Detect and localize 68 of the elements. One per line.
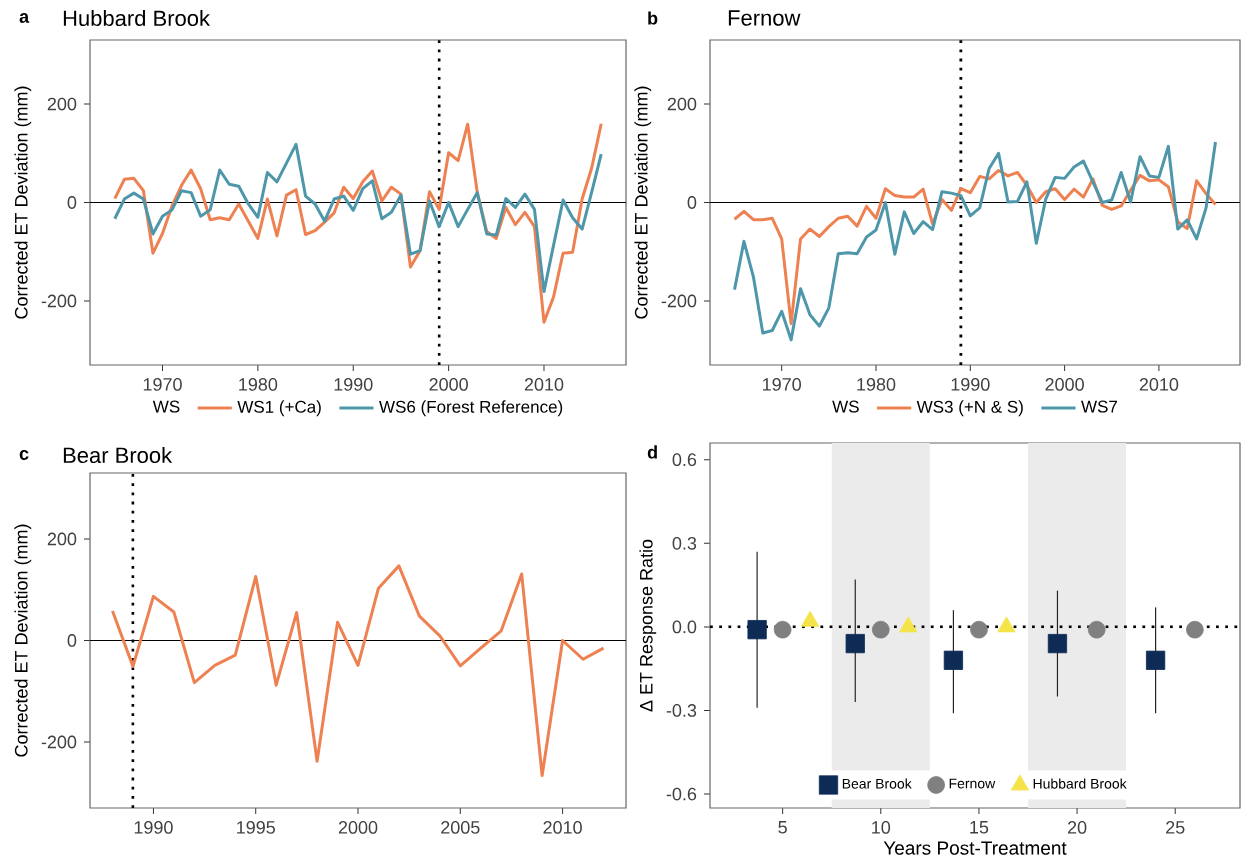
- x-tick-label: 2000: [338, 821, 378, 834]
- legend-label: WS3 (+N & S): [916, 400, 1023, 417]
- line-series: [113, 142, 603, 294]
- chart-title: Bear Brook: [63, 446, 173, 464]
- y-axis-title: Δ ET Response Ratio: [639, 539, 657, 712]
- x-tick-label: 2000: [1045, 378, 1084, 391]
- y-tick-label: -200: [41, 294, 77, 308]
- x-tick-label: 10: [872, 821, 891, 834]
- chart-title: Hubbard Brook: [63, 9, 211, 27]
- point: [773, 620, 792, 639]
- y-axis-title: Corrected ET Deviation (mm): [14, 524, 32, 757]
- y-tick-label: -200: [661, 294, 697, 308]
- point: [871, 620, 890, 639]
- point: [1087, 620, 1106, 639]
- y-axis-title: Corrected ET Deviation (mm): [14, 86, 32, 319]
- point: [845, 634, 865, 654]
- legend-label: WS6 (Forest Reference): [379, 400, 563, 417]
- x-tick-label: 1990: [951, 378, 990, 391]
- legend-label: Hubbard Brook: [1033, 778, 1127, 789]
- y-tick-label: 0: [687, 196, 697, 209]
- text: d: [647, 445, 657, 459]
- legend-label: Fernow: [949, 778, 996, 789]
- y-tick-label: -200: [41, 735, 77, 749]
- y-tick-label: 200: [667, 97, 697, 111]
- x-tick-label: 1990: [134, 821, 173, 834]
- x-tick-label: 1990: [334, 378, 373, 391]
- x-tick-label: 2000: [429, 378, 468, 391]
- x-tick-label: 25: [1166, 821, 1185, 834]
- y-tick-label: 0.6: [672, 453, 697, 467]
- text: a: [19, 13, 30, 23]
- y-tick-label: -0.6: [666, 787, 697, 801]
- x-tick-label: 1980: [857, 378, 896, 391]
- legend-title: WS: [832, 400, 859, 413]
- x-tick-label: 1980: [239, 378, 278, 391]
- y-tick-label: 200: [47, 97, 77, 111]
- line-series: [733, 140, 1217, 342]
- text: c: [19, 450, 29, 460]
- y-tick-label: 200: [47, 532, 77, 546]
- x-tick-label: 2010: [524, 378, 564, 391]
- point: [1146, 650, 1166, 670]
- x-tick-label: 2010: [543, 821, 582, 834]
- point: [943, 650, 964, 670]
- point: [970, 620, 988, 639]
- text: b: [648, 11, 658, 25]
- legend-label: Bear Brook: [842, 778, 912, 789]
- x-tick-label: 1995: [237, 821, 275, 834]
- y-tick-label: 0.0: [672, 620, 697, 634]
- point: [1047, 634, 1068, 654]
- x-tick-label: 5: [778, 821, 787, 834]
- x-tick-label: 1970: [143, 378, 182, 391]
- point: [747, 620, 767, 640]
- y-axis-title: Corrected ET Deviation (mm): [634, 86, 652, 319]
- y-tick-label: 0: [67, 196, 77, 209]
- y-tick-label: 0: [67, 634, 77, 647]
- legend-label: WS1 (+Ca): [237, 400, 321, 417]
- x-axis-title: Years Post-Treatment: [883, 841, 1067, 855]
- point: [1186, 620, 1204, 639]
- legend-label: WS7: [1081, 400, 1118, 413]
- x-tick-label: 20: [1067, 821, 1087, 834]
- line-series: [111, 564, 605, 777]
- x-tick-label: 1970: [763, 378, 801, 391]
- x-tick-label: 2010: [1139, 378, 1179, 391]
- x-tick-label: 2005: [441, 821, 480, 834]
- x-tick-label: 15: [970, 821, 989, 834]
- legend-title: WS: [152, 400, 180, 413]
- y-tick-label: -0.3: [666, 704, 697, 717]
- chart-title: Fernow: [728, 10, 801, 26]
- y-tick-label: 0.3: [672, 536, 697, 550]
